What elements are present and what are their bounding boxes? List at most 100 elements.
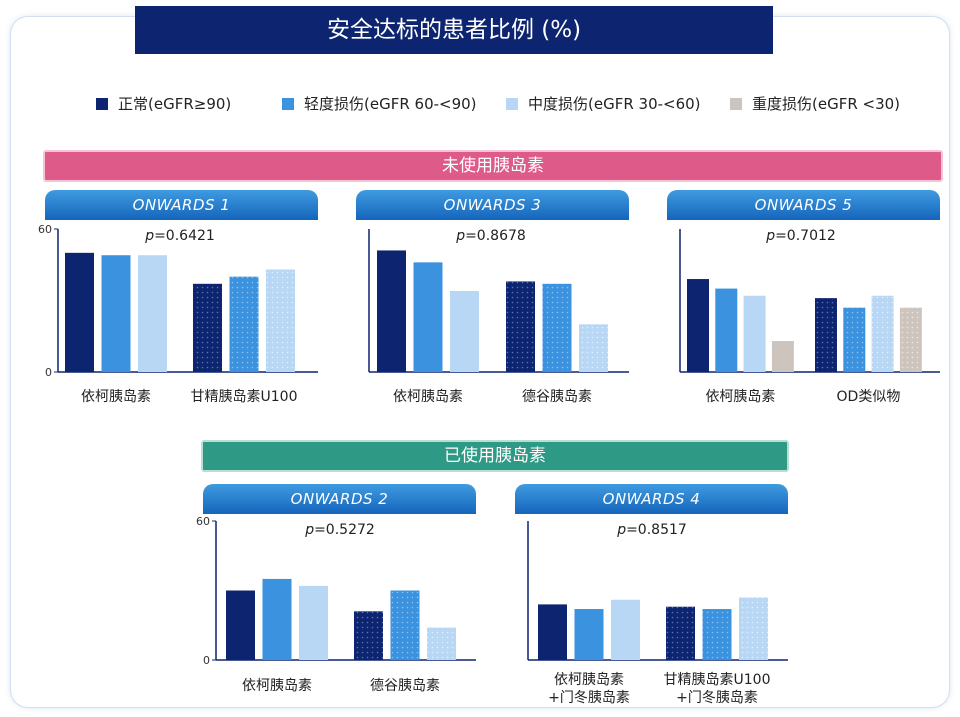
category-label: 依柯胰岛素 +门冬胰岛素 bbox=[548, 672, 630, 706]
chart-0: 0 60 p=0.6421 依柯胰岛素 甘精胰岛素U100 bbox=[38, 223, 318, 405]
bar-2-series-4 bbox=[899, 307, 922, 372]
p-value-symbol: p bbox=[455, 228, 465, 244]
category-label: 依柯胰岛素 bbox=[705, 389, 775, 405]
bar-1-series-3 bbox=[450, 290, 479, 372]
p-value: p=0.5272 bbox=[304, 522, 375, 538]
chart-2: p=0.7012 依柯胰岛素 OD类似物 bbox=[679, 228, 940, 405]
category-label-line: 甘精胰岛素U100 bbox=[191, 389, 298, 405]
bar-2-series-3 bbox=[739, 597, 768, 660]
category-label: 依柯胰岛素 bbox=[242, 678, 312, 694]
p-value: p=0.8517 bbox=[616, 522, 687, 538]
panel-header-onwards-3: ONWARDS 3 bbox=[356, 190, 629, 220]
category-label-line: 甘精胰岛素U100 bbox=[664, 672, 771, 688]
p-value: p=0.8678 bbox=[455, 228, 526, 244]
y-tick-label: 0 bbox=[203, 654, 210, 667]
panel-header-onwards-4: ONWARDS 4 bbox=[515, 484, 788, 514]
y-tick-label: 0 bbox=[45, 366, 52, 379]
p-value-number: =0.8678 bbox=[465, 228, 526, 244]
legend-item-moderate: 中度损伤(eGFR 30-<60) bbox=[506, 93, 701, 114]
bar-2-series-2 bbox=[390, 590, 420, 660]
bar-1-series-1 bbox=[377, 250, 406, 372]
bar-1-series-1 bbox=[226, 590, 255, 660]
category-label: OD类似物 bbox=[837, 389, 901, 405]
chart-3: 0 60 p=0.5272 依柯胰岛素 德谷胰岛素 bbox=[196, 515, 476, 694]
bar-1-series-3 bbox=[743, 295, 766, 372]
p-value-symbol: p bbox=[616, 522, 626, 538]
panel-header-onwards-2: ONWARDS 2 bbox=[203, 484, 476, 514]
bar-2-series-1 bbox=[354, 611, 383, 660]
bar-2-series-2 bbox=[702, 609, 732, 660]
category-label: 德谷胰岛素 bbox=[370, 678, 440, 694]
p-value: p=0.6421 bbox=[144, 228, 215, 244]
bar-1-series-1 bbox=[538, 604, 567, 660]
bar-2-series-3 bbox=[579, 324, 608, 372]
bar-1-series-2 bbox=[574, 609, 604, 660]
y-tick-label: 60 bbox=[196, 515, 210, 528]
page-title: 安全达标的患者比例 (%) bbox=[135, 6, 773, 54]
bar-2-series-2 bbox=[542, 283, 572, 372]
insulin-naive-banner: 未使用胰岛素 bbox=[43, 150, 943, 182]
p-value-number: =0.6421 bbox=[154, 228, 215, 244]
category-label-line: 依柯胰岛素 bbox=[554, 672, 624, 688]
p-value-symbol: p bbox=[144, 228, 154, 244]
p-value: p=0.7012 bbox=[765, 228, 836, 244]
legend-item-severe: 重度损伤(eGFR <30) bbox=[730, 93, 900, 114]
legend-label-moderate: 中度损伤(eGFR 30-<60) bbox=[528, 95, 701, 113]
bar-2-series-1 bbox=[666, 606, 695, 660]
category-label: 依柯胰岛素 bbox=[81, 389, 151, 405]
legend-item-mild: 轻度损伤(eGFR 60-<90) bbox=[282, 93, 477, 114]
category-label-line: 依柯胰岛素 bbox=[242, 678, 312, 694]
category-label-line: 依柯胰岛素 bbox=[705, 389, 775, 405]
legend-label-mild: 轻度损伤(eGFR 60-<90) bbox=[304, 95, 477, 113]
legend-item-normal: 正常(eGFR≥90) bbox=[96, 93, 231, 114]
bar-2-series-1 bbox=[815, 298, 837, 372]
bar-2-series-3 bbox=[266, 269, 295, 372]
legend-swatch-severe bbox=[730, 97, 742, 110]
category-label: 依柯胰岛素 bbox=[393, 389, 463, 405]
bar-2-series-1 bbox=[193, 283, 222, 372]
category-label-line: 依柯胰岛素 bbox=[393, 389, 463, 405]
bar-1-series-1 bbox=[687, 279, 709, 372]
legend: 正常(eGFR≥90) 轻度损伤(eGFR 60-<90) 中度损伤(eGFR … bbox=[0, 93, 960, 115]
bar-1-series-2 bbox=[413, 262, 443, 372]
p-value-number: =0.5272 bbox=[314, 522, 375, 538]
p-value-symbol: p bbox=[304, 522, 314, 538]
bar-2-series-1 bbox=[506, 281, 535, 372]
bar-2-series-2 bbox=[843, 307, 866, 372]
bar-1-series-2 bbox=[715, 288, 738, 372]
p-value-number: =0.7012 bbox=[775, 228, 836, 244]
bar-2-series-3 bbox=[871, 295, 894, 372]
p-value-number: =0.8517 bbox=[626, 522, 687, 538]
category-label-line: +门冬胰岛素 bbox=[548, 690, 630, 706]
p-value-symbol: p bbox=[765, 228, 775, 244]
bar-2-series-2 bbox=[229, 276, 259, 372]
bar-1-series-4 bbox=[771, 341, 794, 372]
legend-label-severe: 重度损伤(eGFR <30) bbox=[752, 95, 901, 113]
legend-label-normal: 正常(eGFR≥90) bbox=[118, 95, 232, 113]
category-label-line: 德谷胰岛素 bbox=[522, 389, 592, 405]
category-label-line: OD类似物 bbox=[837, 389, 901, 405]
bar-1-series-2 bbox=[101, 255, 131, 372]
chart-1: p=0.8678 依柯胰岛素 德谷胰岛素 bbox=[368, 228, 629, 405]
category-label: 德谷胰岛素 bbox=[522, 389, 592, 405]
legend-swatch-normal bbox=[96, 97, 108, 110]
bar-2-series-3 bbox=[427, 627, 456, 660]
category-label: 甘精胰岛素U100 bbox=[191, 389, 298, 405]
legend-swatch-moderate bbox=[506, 97, 518, 110]
bar-1-series-3 bbox=[138, 255, 167, 372]
category-label-line: +门冬胰岛素 bbox=[676, 690, 758, 706]
panel-header-onwards-5: ONWARDS 5 bbox=[667, 190, 940, 220]
bar-1-series-3 bbox=[611, 599, 640, 660]
insulin-experienced-banner: 已使用胰岛素 bbox=[201, 440, 789, 472]
y-tick-label: 60 bbox=[38, 223, 52, 236]
bar-1-series-3 bbox=[299, 585, 328, 660]
category-label-line: 依柯胰岛素 bbox=[81, 389, 151, 405]
panel-header-onwards-1: ONWARDS 1 bbox=[45, 190, 318, 220]
bar-1-series-2 bbox=[262, 578, 292, 660]
category-label-line: 德谷胰岛素 bbox=[370, 678, 440, 694]
bar-1-series-1 bbox=[65, 252, 94, 372]
category-label: 甘精胰岛素U100 +门冬胰岛素 bbox=[664, 672, 771, 706]
legend-swatch-mild bbox=[282, 97, 294, 110]
